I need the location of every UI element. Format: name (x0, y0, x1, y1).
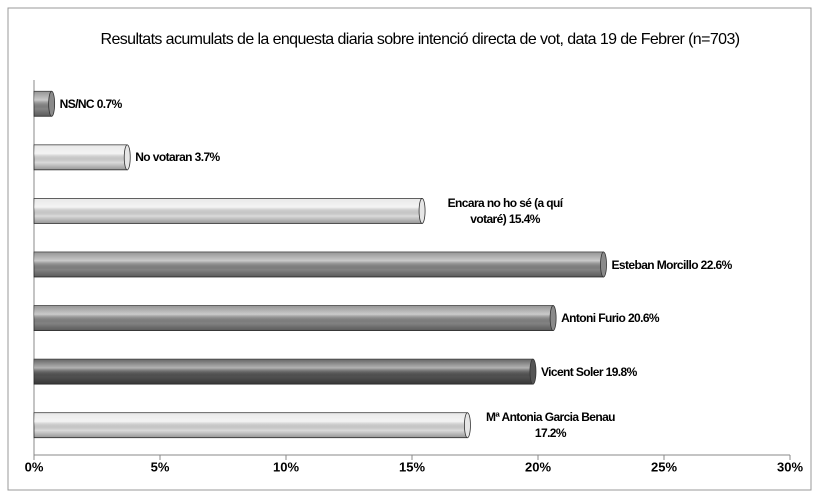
category-label: Antoni Furio (561, 311, 626, 326)
value-label: 15.4% (508, 211, 541, 226)
x-tick-label: 25% (651, 459, 677, 474)
data-label: No votaran 3.7% (135, 149, 221, 165)
x-tick-label: 15% (399, 459, 425, 474)
bar-shine (34, 412, 468, 438)
bar-end (549, 305, 557, 331)
chart-frame (7, 7, 812, 491)
category-label: Encara no ho sé (a quí votaré) (447, 195, 563, 226)
category-label: Mª Antonia Garcia Benau (485, 410, 615, 425)
bar-shine (34, 359, 533, 385)
chart-title: Resultats acumulats de la enquesta diari… (100, 31, 741, 48)
x-tick-label: 10% (273, 459, 299, 474)
data-label: Mª Antonia Garcia Benau 17.2% (475, 409, 625, 441)
category-label: No votaran (135, 150, 192, 165)
bar-end (529, 358, 537, 385)
data-label: Encara no ho sé (a quí votaré) 15.4% (430, 195, 580, 227)
data-label: Antoni Furio 20.6% (561, 310, 659, 326)
bar-shine (34, 252, 604, 277)
bar-shine (34, 198, 423, 224)
data-label: NS/NC 0.7% (59, 96, 123, 112)
bar-end (464, 412, 471, 439)
data-label: Vicent Soler 19.8% (541, 364, 637, 380)
x-tick-label: 5% (151, 459, 170, 474)
bar-end (48, 90, 56, 117)
x-tick-label: 30% (777, 459, 803, 474)
category-label: Vicent Soler (540, 364, 604, 379)
bar-end (418, 198, 426, 224)
bar-shine (34, 91, 52, 117)
category-label: Esteban Morcillo (611, 257, 699, 272)
bar-shine (34, 305, 554, 331)
bar-shine (34, 144, 128, 170)
value-label: 20.6% (627, 311, 660, 326)
value-label: 17.2% (534, 426, 567, 441)
value-label: 0.7% (96, 96, 123, 111)
bar-end (600, 251, 607, 278)
x-tick-label: 20% (525, 459, 551, 474)
value-label: 3.7% (194, 150, 221, 165)
value-label: 19.8% (605, 364, 638, 379)
data-label: Esteban Morcillo 22.6% (611, 257, 733, 273)
bar-end (123, 144, 131, 171)
value-label: 22.6% (700, 257, 733, 272)
category-label: NS/NC (59, 96, 95, 111)
x-tick-label: 0% (25, 459, 44, 474)
